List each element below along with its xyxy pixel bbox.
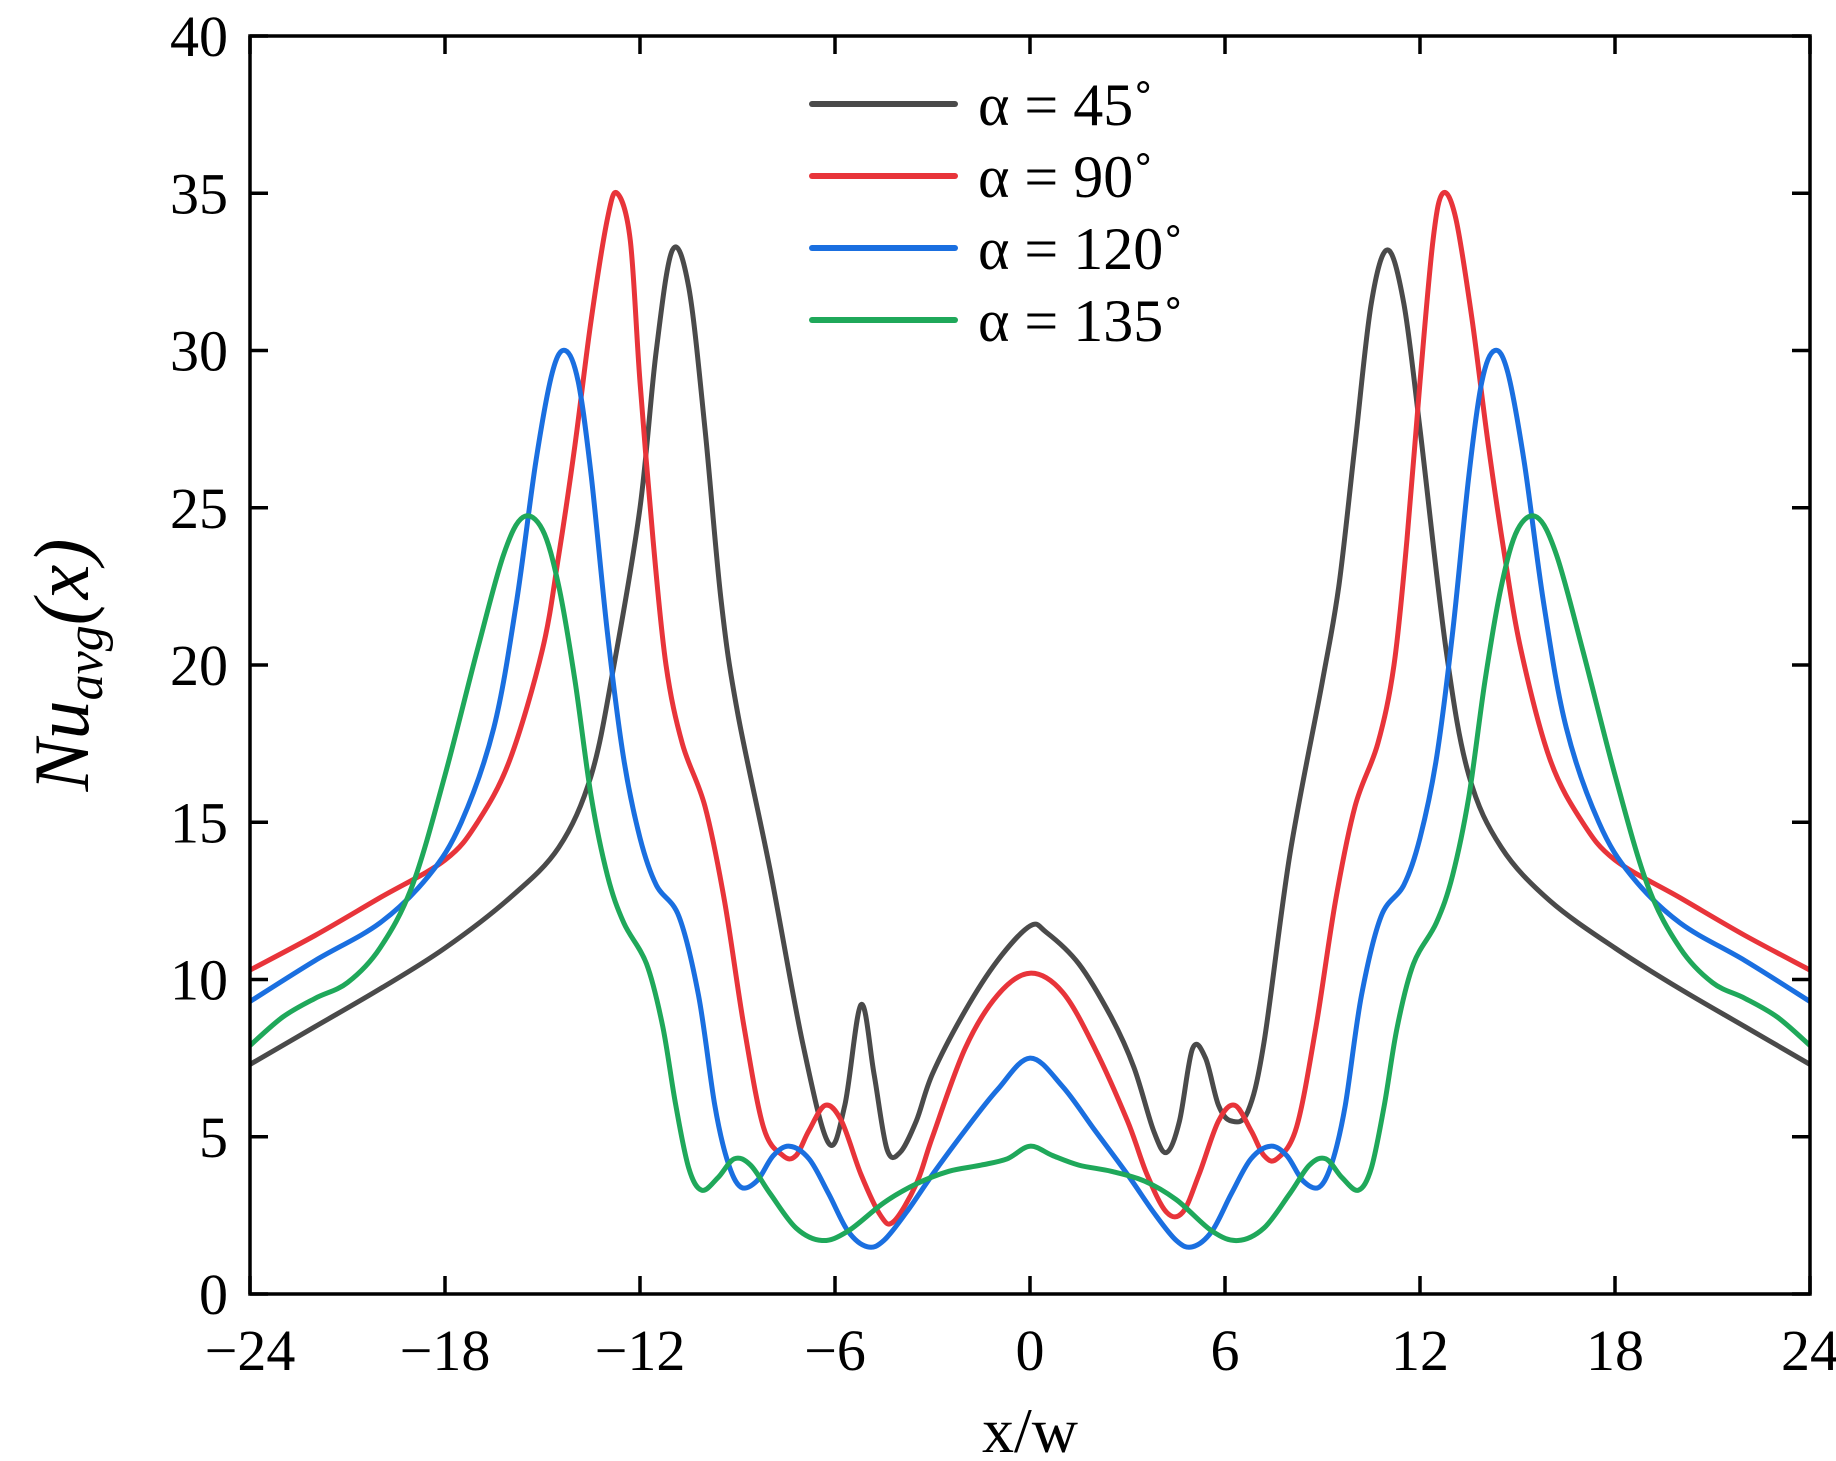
series-line-1 <box>250 244 1810 1161</box>
legend-label: α = 120˚ <box>978 216 1183 282</box>
y-tick-label: 40 <box>170 4 228 69</box>
x-tick-label: −18 <box>400 1318 491 1383</box>
y-tick-label: 35 <box>170 161 228 226</box>
y-tick-label: 20 <box>170 633 228 698</box>
x-tick-label: −6 <box>804 1318 866 1383</box>
ticks-layer <box>248 34 1812 1296</box>
x-tick-label: 18 <box>1586 1318 1644 1383</box>
x-tick-label: −24 <box>205 1318 296 1383</box>
series-line-4 <box>250 513 1810 1244</box>
legend-label: α = 90˚ <box>978 144 1153 210</box>
series-line-2 <box>250 189 1810 1227</box>
y-axis-title-suffix: (x) <box>18 539 105 626</box>
x-tick-label: −12 <box>595 1318 686 1383</box>
legend: α = 45˚α = 90˚α = 120˚α = 135˚ <box>809 72 1183 354</box>
y-tick-label: 15 <box>170 790 228 855</box>
legend-label: α = 135˚ <box>978 288 1183 354</box>
series-line-3 <box>250 347 1810 1250</box>
x-tick-label: 24 <box>1781 1318 1836 1383</box>
x-axis-title: x/w <box>982 1395 1078 1461</box>
y-tick-label: 30 <box>170 319 228 384</box>
y-axis-title-sub: avg <box>57 625 114 700</box>
x-tick-label: 12 <box>1391 1318 1449 1383</box>
y-tick-label: 25 <box>170 476 228 541</box>
y-tick-label: 10 <box>170 948 228 1013</box>
y-tick-labels: 0 5 10 15 20 25 30 35 40 <box>170 4 228 1327</box>
y-axis-title: Nuavg(x) <box>18 539 114 793</box>
y-tick-label: 0 <box>199 1262 228 1327</box>
legend-label: α = 45˚ <box>978 72 1153 138</box>
series-layer <box>250 189 1810 1250</box>
y-tick-label: 5 <box>199 1105 228 1170</box>
x-tick-labels: −24 −18 −12 −6 0 6 12 18 24 <box>205 1318 1836 1383</box>
y-axis-title-main: Nu <box>18 700 105 792</box>
x-tick-label: 6 <box>1211 1318 1240 1383</box>
x-tick-label: 0 <box>1016 1318 1045 1383</box>
